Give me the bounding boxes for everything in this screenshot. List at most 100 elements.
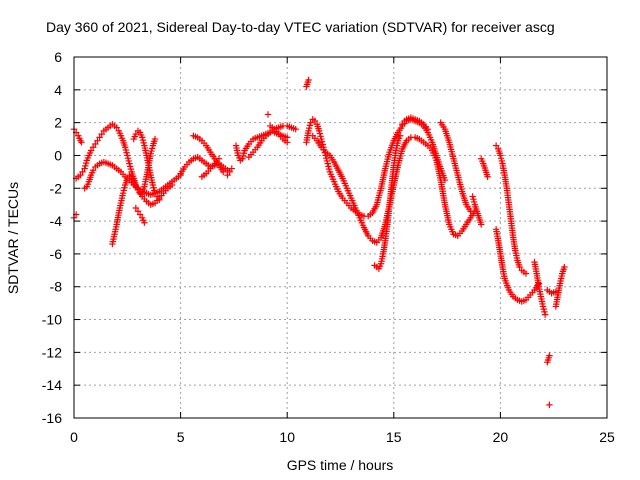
grid <box>74 57 607 418</box>
data-point <box>264 111 272 118</box>
data-point <box>315 127 323 135</box>
y-tick-label: -2 <box>50 180 63 196</box>
data-point <box>306 122 314 129</box>
data-point <box>224 171 231 179</box>
x-tick-label: 0 <box>70 429 78 445</box>
data-point <box>396 132 404 139</box>
plot-frame <box>73 56 608 419</box>
data-point <box>240 150 248 157</box>
data-point <box>151 189 159 197</box>
series-arc-29 <box>552 263 568 310</box>
series-arc-26 <box>531 258 549 318</box>
data-point <box>470 198 478 206</box>
data-point <box>541 308 548 316</box>
data-point <box>467 208 474 215</box>
data-point <box>122 146 130 154</box>
data-point <box>220 168 227 176</box>
y-tick-label: 6 <box>54 49 62 65</box>
data-point <box>318 135 325 143</box>
data-point <box>311 117 319 125</box>
series-arc-6 <box>132 204 148 226</box>
data-point <box>151 135 159 143</box>
data-point <box>316 130 324 137</box>
data-point <box>139 134 146 141</box>
data-point <box>239 155 246 162</box>
series-arc-14 <box>266 122 291 146</box>
data-point <box>516 263 523 271</box>
series-arc-15 <box>264 111 272 118</box>
series-arc-30 <box>544 286 560 297</box>
series-arc-25 <box>492 226 542 305</box>
data-point <box>134 186 142 194</box>
data-point <box>141 219 148 226</box>
data-point <box>226 168 233 176</box>
x-tick-label: 20 <box>493 429 509 445</box>
data-point <box>541 311 549 318</box>
data-point <box>92 140 99 148</box>
y-tick-label: -6 <box>50 246 63 262</box>
x-axis-title: GPS time / hours <box>287 457 394 473</box>
data-point <box>125 157 132 165</box>
data-point <box>323 157 331 165</box>
series-arc-3 <box>72 121 176 208</box>
data-point <box>120 187 127 194</box>
series-arc-2 <box>70 211 80 222</box>
data-point <box>478 221 485 228</box>
data-point <box>546 401 553 409</box>
data-point <box>497 154 505 162</box>
series-arc-10 <box>198 155 223 180</box>
data-point <box>215 155 223 162</box>
data-point <box>87 147 95 154</box>
series-arc-7 <box>130 127 163 203</box>
data-point <box>305 76 312 84</box>
data-point <box>127 165 135 173</box>
data-point <box>318 138 326 145</box>
series-arc-4 <box>81 158 184 199</box>
data-point <box>307 119 314 126</box>
series-arc-17 <box>303 116 449 220</box>
y-tick-label: -10 <box>42 312 62 328</box>
data-point <box>306 124 313 132</box>
data-point <box>149 181 157 189</box>
series-arc-20 <box>399 114 432 133</box>
data-point <box>324 160 331 167</box>
data-point <box>469 193 476 200</box>
data-point <box>325 165 333 173</box>
data-point <box>89 167 97 174</box>
series-arc-1 <box>70 126 85 146</box>
data-point <box>498 157 506 165</box>
data-point <box>132 183 140 190</box>
series-arc-21 <box>437 119 474 215</box>
data-point <box>96 134 103 141</box>
y-tick-label: 2 <box>54 115 62 131</box>
data-point <box>156 196 163 203</box>
data-point <box>552 288 560 295</box>
data-point <box>79 168 86 176</box>
data-point <box>151 187 158 194</box>
data-point <box>284 139 291 146</box>
x-tick-label: 5 <box>177 429 185 445</box>
data-point <box>492 142 500 149</box>
data-point <box>123 149 130 156</box>
data-point <box>82 159 90 167</box>
data-point <box>147 150 154 158</box>
data-point <box>126 163 134 170</box>
data-point <box>140 139 147 147</box>
axis-ticks <box>73 56 608 419</box>
y-tick-label: -12 <box>42 344 62 360</box>
data-point <box>484 173 491 180</box>
x-tick-label: 10 <box>279 429 295 445</box>
data-point <box>325 163 332 170</box>
data-point <box>134 208 142 215</box>
data-point <box>497 152 504 159</box>
y-tick-label: -16 <box>42 410 62 426</box>
data-point <box>113 124 120 131</box>
y-tick-label: 0 <box>54 147 62 163</box>
data-point <box>78 139 85 146</box>
data-point <box>89 144 97 151</box>
data-point <box>132 204 140 212</box>
data-point <box>124 152 131 159</box>
data-point <box>132 130 140 138</box>
series-arc-27 <box>544 352 553 366</box>
